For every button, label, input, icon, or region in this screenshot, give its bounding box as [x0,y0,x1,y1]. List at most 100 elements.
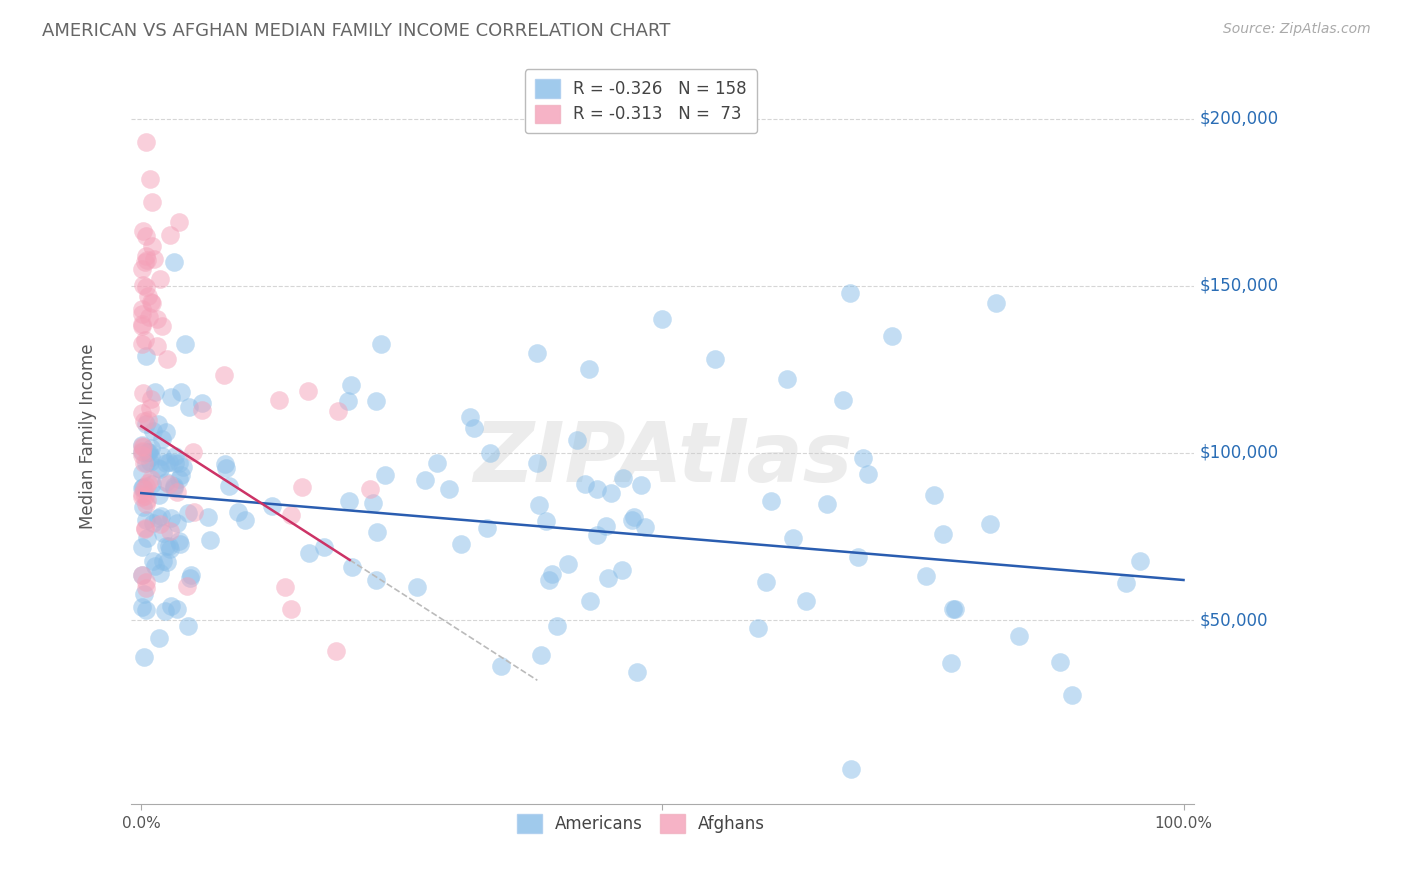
Point [146,511,169,525]
Point [491,658,513,673]
Point [463,421,485,435]
Point [370,337,392,351]
Point [1060,688,1083,702]
Point [214,457,236,471]
Point [146,417,169,431]
Point [131,337,153,351]
Point [166,601,188,615]
Text: AMERICAN VS AFGHAN MEDIAN FAMILY INCOME CORRELATION CHART: AMERICAN VS AFGHAN MEDIAN FAMILY INCOME … [42,22,671,40]
Point [157,477,180,491]
Point [273,580,295,594]
Point [437,483,460,497]
Point [131,438,153,452]
Point [131,540,153,554]
Point [136,444,159,458]
Point [176,579,198,593]
Point [138,413,160,427]
Point [131,224,153,238]
Point [152,525,174,540]
Point [131,440,153,454]
Point [197,510,219,524]
Point [132,386,155,401]
Point [312,540,335,554]
Point [366,573,388,587]
Point [337,393,360,408]
Point [131,406,153,420]
Point [135,249,157,263]
Point [426,456,449,470]
Point [450,537,472,551]
Point [214,461,236,475]
Point [134,522,156,536]
Point [141,195,163,210]
Text: $50,000: $50,000 [1199,611,1268,629]
Point [155,475,177,489]
Point [135,581,157,595]
Point [557,557,579,571]
Point [131,567,153,582]
Point [149,272,172,286]
Point [165,449,187,463]
Point [815,497,838,511]
Point [922,488,945,502]
Point [610,563,633,577]
Point [142,554,165,568]
Point [131,317,153,331]
Point [612,471,634,485]
Point [177,400,200,414]
Point [135,280,157,294]
Point [139,455,162,469]
Point [138,445,160,459]
Point [190,396,212,410]
Point [527,499,550,513]
Point [526,456,548,470]
Point [755,574,778,589]
Point [280,508,302,522]
Point [135,417,157,432]
Point [156,352,179,367]
Point [131,444,153,458]
Point [131,466,153,480]
Point [782,531,804,545]
Point [169,537,191,551]
Point [183,505,205,519]
Point [163,456,186,470]
Point [163,481,186,495]
Point [136,289,159,303]
Point [477,521,499,535]
Point [159,510,181,524]
Point [149,462,172,476]
Point [226,505,249,519]
Point [943,602,966,616]
Point [135,479,157,493]
Text: Median Family Income: Median Family Income [79,343,97,529]
Point [146,312,169,326]
Point [131,600,153,615]
Point [534,514,557,528]
Point [703,352,725,367]
Point [460,409,482,424]
Point [135,349,157,363]
Point [298,546,321,560]
Text: $100,000: $100,000 [1199,444,1278,462]
Point [131,307,153,321]
Point [914,569,936,583]
Point [149,566,172,580]
Point [578,594,600,608]
Point [152,449,174,463]
Point [479,446,502,460]
Point [131,261,153,276]
Point [153,604,176,618]
Point [155,425,177,440]
Point [630,478,652,492]
Point [359,483,381,497]
Point [267,392,290,407]
Point [131,439,153,453]
Point [135,135,157,149]
Point [599,486,621,500]
Point [157,455,180,469]
Point [529,648,551,663]
Point [328,404,350,418]
Point [145,559,167,574]
Point [135,575,157,590]
